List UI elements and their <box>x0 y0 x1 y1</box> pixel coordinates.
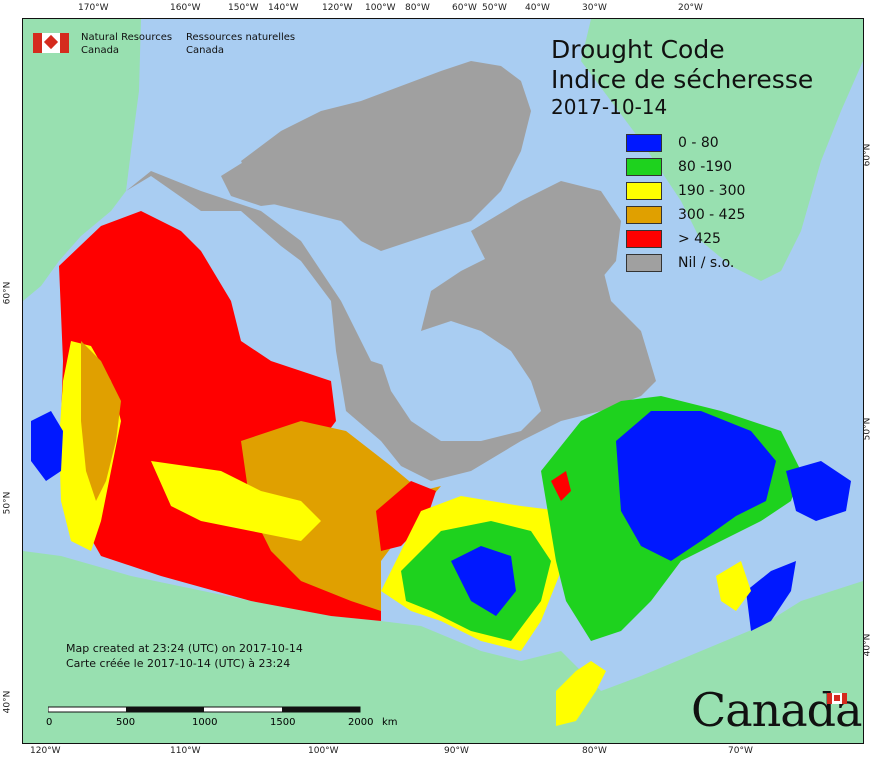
top-label: 20°W <box>678 3 703 13</box>
legend-item: 300 - 425 <box>626 205 745 225</box>
map-frame: Natural Resources Canada Ressources natu… <box>22 18 864 744</box>
zone-yellow-south-ontario <box>556 661 606 726</box>
top-label: 140°W <box>268 3 299 13</box>
nrcan-flag <box>33 33 69 53</box>
map-title-fr: Indice de sécheresse <box>551 65 814 94</box>
top-label: 150°W <box>228 3 259 13</box>
zone-blue-ontario <box>451 546 516 616</box>
map-date: 2017-10-14 <box>551 95 668 119</box>
usa-land <box>23 551 863 743</box>
zone-red-james-bay <box>551 471 571 501</box>
scale-tick-2000: 2000 <box>348 717 374 728</box>
credit-en: Map created at 23:24 (UTC) on 2017-10-14 <box>66 642 303 655</box>
zone-yellow-prairie <box>151 461 321 541</box>
scale-tick-0: 0 <box>46 717 53 728</box>
bottom-label: 110°W <box>170 746 201 756</box>
legend-item: 0 - 80 <box>626 133 719 153</box>
top-label: 100°W <box>365 3 396 13</box>
legend-swatch <box>626 230 662 248</box>
zone-blue-maritimes <box>746 561 796 631</box>
drought-zones <box>31 211 851 726</box>
right-label: 50°N <box>862 417 873 441</box>
legend-item: Nil / s.o. <box>626 253 734 273</box>
map-title-en: Drought Code <box>551 35 725 64</box>
greenland-land <box>581 19 863 281</box>
hudson-bay-water <box>381 321 541 441</box>
ministry-name-fr: Ressources naturelles Canada <box>186 32 296 56</box>
legend-label: 190 - 300 <box>678 183 746 199</box>
top-label: 40°W <box>525 3 550 13</box>
ministry-name-en: Natural Resources Canada <box>81 32 173 56</box>
top-label: 50°W <box>482 3 507 13</box>
zone-orange-prairie <box>241 421 441 611</box>
top-label: 60°W <box>452 3 477 13</box>
right-label: 60°N <box>862 143 873 167</box>
left-label: 50°N <box>2 491 13 515</box>
arctic-islands-nodata <box>241 61 531 251</box>
top-label: 160°W <box>170 3 201 13</box>
victoria-island-nodata <box>221 151 321 206</box>
zone-blue-coast <box>31 411 63 481</box>
baffin-nodata <box>471 181 621 301</box>
zone-red-west <box>59 211 381 621</box>
land-layer <box>23 19 863 743</box>
scale-bar: 0 500 1000 1500 2000 km <box>46 705 408 735</box>
alaska-land <box>23 19 141 301</box>
legend-label: 300 - 425 <box>678 207 746 223</box>
canada-wordmark: Canada <box>691 683 863 737</box>
bottom-label: 120°W <box>30 746 61 756</box>
legend-swatch <box>626 254 662 272</box>
legend-label: 0 - 80 <box>678 135 719 151</box>
bottom-label: 70°W <box>728 746 753 756</box>
credit-fr: Carte créée le 2017-10-14 (UTC) à 23:24 <box>66 657 291 670</box>
legend-item: 190 - 300 <box>626 181 745 201</box>
left-label: 40°N <box>2 690 13 714</box>
zone-orange-bc <box>81 341 121 501</box>
scale-tick-500: 500 <box>116 717 136 728</box>
zone-blue-quebec <box>616 411 776 561</box>
zone-red-manitoba <box>376 481 436 551</box>
zone-blue-newfoundland <box>786 461 851 521</box>
scale-tick-1500: 1500 <box>270 717 296 728</box>
top-label: 170°W <box>78 3 109 13</box>
legend-swatch <box>626 134 662 152</box>
legend-swatch <box>626 158 662 176</box>
scale-bar-graphic <box>47 706 361 713</box>
left-label: 60°N <box>2 281 13 305</box>
map-credit: Map created at 23:24 (UTC) on 2017-10-14… <box>66 641 303 671</box>
legend-swatch <box>626 182 662 200</box>
right-label: 40°N <box>862 633 873 657</box>
zone-yellow-maritimes <box>716 561 751 611</box>
top-label: 30°W <box>582 3 607 13</box>
legend-item: > 425 <box>626 229 721 249</box>
legend-label: > 425 <box>678 231 721 247</box>
nodata-layer <box>126 61 656 481</box>
legend-item: 80 -190 <box>626 157 732 177</box>
bottom-label: 90°W <box>444 746 469 756</box>
wordmark-flag <box>827 693 847 704</box>
top-label: 120°W <box>322 3 353 13</box>
scale-tick-1000: 1000 <box>192 717 218 728</box>
top-label: 80°W <box>405 3 430 13</box>
map-canvas <box>23 19 863 743</box>
maple-leaf-icon <box>43 34 59 50</box>
legend-label: 80 -190 <box>678 159 733 175</box>
bottom-label: 100°W <box>308 746 339 756</box>
scale-unit: km <box>382 717 398 728</box>
legend-label: Nil / s.o. <box>678 255 735 271</box>
legend-swatch <box>626 206 662 224</box>
bottom-label: 80°W <box>582 746 607 756</box>
